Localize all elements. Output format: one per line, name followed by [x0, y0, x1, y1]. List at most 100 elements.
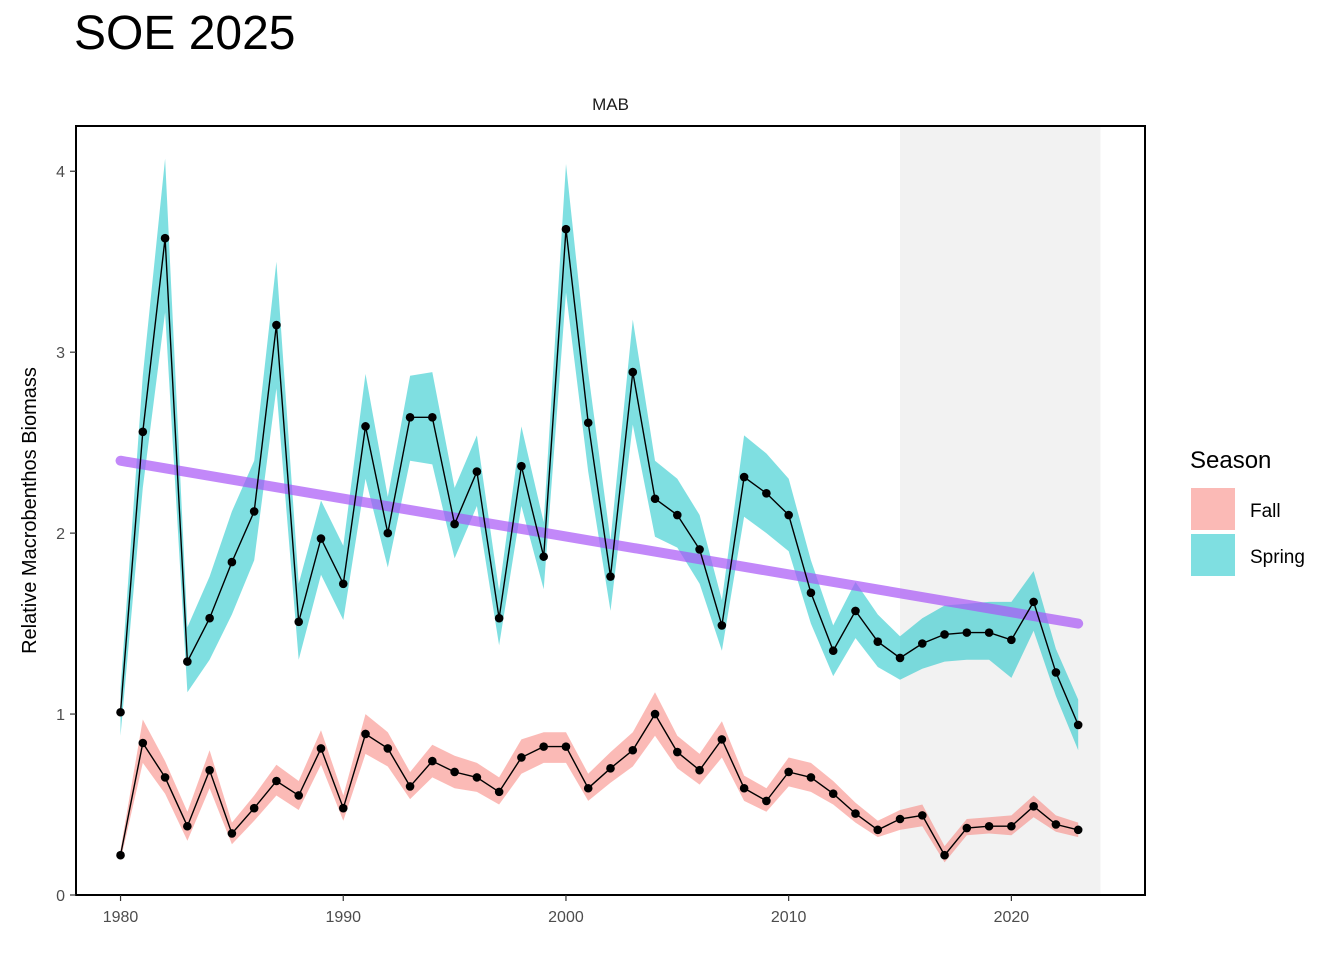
- point-spring: [272, 320, 281, 330]
- panel-border: [75, 125, 1146, 896]
- point-spring: [762, 489, 771, 498]
- point-fall: [361, 729, 370, 739]
- y-tick-label: 1: [56, 707, 65, 724]
- point-spring: [405, 413, 415, 422]
- legend-key-spring: [1191, 534, 1235, 576]
- point-fall: [739, 783, 749, 793]
- point-spring: [583, 418, 593, 428]
- point-fall: [851, 809, 860, 818]
- point-fall: [806, 773, 816, 782]
- plot-background-layer: [900, 126, 1101, 895]
- point-spring: [138, 427, 148, 437]
- x-tick-label: 1980: [103, 909, 139, 926]
- point-fall: [762, 796, 771, 806]
- point-spring: [183, 657, 192, 666]
- point-spring: [917, 639, 927, 648]
- point-spring: [1007, 635, 1016, 645]
- point-spring: [472, 467, 482, 476]
- point-fall: [628, 745, 638, 755]
- point-spring: [517, 461, 526, 471]
- point-fall: [1051, 820, 1061, 829]
- legend-title: Season: [1190, 447, 1271, 474]
- y-axis-title: Relative Macrobenthos Biomass: [19, 367, 41, 654]
- trend-line: [115, 455, 1084, 629]
- point-fall: [561, 742, 571, 751]
- x-tick-label: 2020: [994, 909, 1030, 926]
- point-fall: [138, 738, 148, 748]
- y-tick-label: 4: [56, 164, 65, 181]
- point-spring: [628, 367, 638, 377]
- point-spring: [539, 552, 548, 561]
- series-line-spring: [119, 229, 1079, 726]
- point-fall: [583, 783, 593, 793]
- point-fall: [338, 803, 348, 813]
- x-tick-label: 2000: [548, 909, 584, 926]
- point-layer: [116, 224, 1083, 860]
- point-fall: [1029, 802, 1038, 811]
- point-spring: [338, 579, 348, 589]
- legend-label-fall: Fall: [1250, 501, 1281, 522]
- axes-layer: 1980 1990 2000 2010 2020 0 1 2 3 4: [56, 164, 1029, 926]
- point-spring: [895, 653, 905, 663]
- point-fall: [962, 823, 972, 833]
- point-spring: [116, 707, 125, 717]
- point-fall: [494, 787, 504, 797]
- point-spring: [450, 519, 459, 529]
- point-fall: [673, 747, 682, 757]
- point-spring: [851, 606, 860, 616]
- point-spring: [606, 572, 615, 581]
- legend-key-fall: [1191, 488, 1235, 530]
- point-spring: [984, 628, 994, 637]
- point-fall: [873, 825, 883, 835]
- point-spring: [650, 494, 660, 504]
- point-fall: [828, 789, 838, 798]
- legend-label-spring: Spring: [1250, 547, 1305, 568]
- point-spring: [1029, 597, 1038, 607]
- point-fall: [717, 735, 727, 744]
- trend-layer: [115, 455, 1084, 629]
- point-spring: [828, 646, 838, 656]
- point-fall: [517, 753, 526, 762]
- point-fall: [450, 767, 459, 777]
- point-fall: [1073, 825, 1083, 835]
- point-fall: [1007, 821, 1016, 831]
- point-spring: [561, 224, 571, 234]
- point-spring: [227, 557, 237, 567]
- point-fall: [405, 782, 415, 791]
- x-tick-label: 1990: [325, 909, 361, 926]
- point-spring: [383, 528, 393, 538]
- point-fall: [428, 756, 437, 766]
- point-fall: [650, 709, 660, 719]
- highlight-region: [900, 126, 1101, 895]
- point-fall: [227, 829, 237, 838]
- point-spring: [962, 628, 972, 637]
- point-spring: [873, 637, 883, 646]
- y-tick-label: 2: [56, 526, 65, 543]
- point-fall: [249, 803, 259, 813]
- point-fall: [472, 773, 482, 782]
- point-fall: [984, 821, 994, 831]
- point-fall: [160, 773, 170, 782]
- point-fall: [917, 811, 927, 820]
- x-tick-label: 2010: [771, 909, 807, 926]
- facet-strip-label: MAB: [592, 95, 629, 114]
- point-spring: [784, 510, 793, 520]
- point-spring: [494, 613, 504, 623]
- point-spring: [361, 422, 370, 431]
- point-spring: [249, 507, 259, 516]
- chart-title: SOE 2025: [74, 7, 296, 60]
- point-spring: [673, 510, 682, 520]
- point-spring: [160, 233, 170, 243]
- point-spring: [316, 534, 326, 543]
- point-fall: [606, 764, 615, 773]
- point-spring: [806, 588, 816, 598]
- point-spring: [428, 413, 437, 422]
- point-fall: [183, 821, 192, 831]
- point-spring: [695, 545, 704, 554]
- point-fall: [316, 744, 326, 753]
- point-fall: [940, 850, 949, 860]
- point-spring: [205, 613, 214, 623]
- point-fall: [539, 742, 548, 751]
- y-tick-label: 0: [56, 888, 65, 905]
